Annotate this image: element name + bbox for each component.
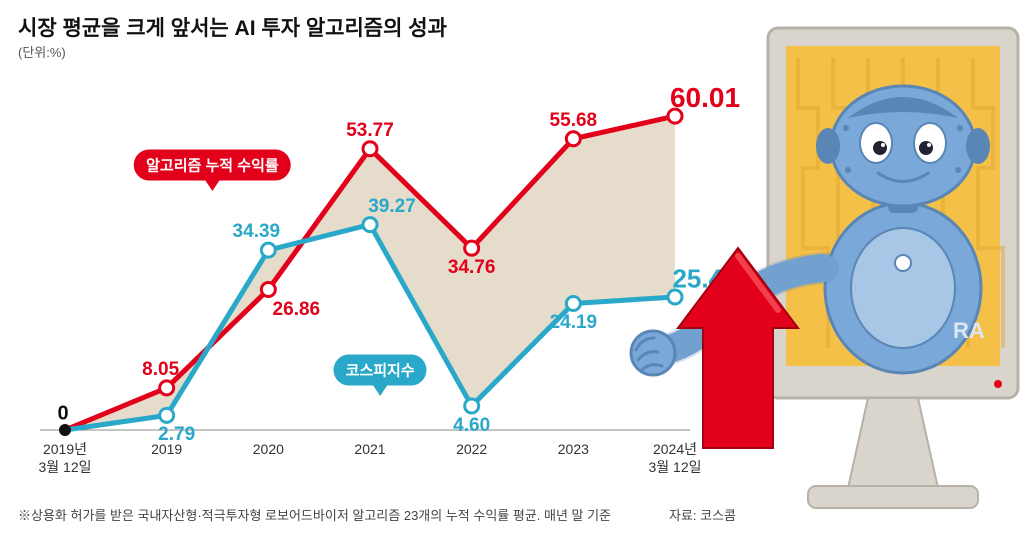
x-axis-label: 2020 <box>253 440 284 458</box>
data-label: 26.86 <box>273 299 321 321</box>
x-axis-label: 2022 <box>456 440 487 458</box>
data-label: 39.27 <box>368 196 416 218</box>
data-label: 55.68 <box>550 110 598 132</box>
data-label: 34.76 <box>448 257 496 279</box>
x-axis-label: 2021 <box>354 440 385 458</box>
data-label: 34.39 <box>233 221 281 243</box>
x-axis-label: 2024년 3월 12일 <box>648 440 701 476</box>
svg-text:RA: RA <box>953 318 985 343</box>
data-label: 24.19 <box>550 312 598 334</box>
chart-unit: (단위:%) <box>18 42 66 61</box>
data-label: 53.77 <box>346 120 394 142</box>
robot-illustration: RA <box>708 18 1028 518</box>
footnote: ※상용화 허가를 받은 국내자산형·적극투자형 로보어드바이저 알고리즘 23개… <box>18 505 611 524</box>
data-label: 4.60 <box>453 415 490 437</box>
line-chart: 2019년 3월 12일201920202021202220232024년 3월… <box>20 60 700 460</box>
data-label: 8.05 <box>142 359 179 381</box>
x-axis-label: 2023 <box>558 440 589 458</box>
x-axis-label: 2019년 3월 12일 <box>38 440 91 476</box>
zero-label: 0 <box>57 403 68 426</box>
series-badge: 코스피지수 <box>334 355 427 386</box>
data-label: 2.79 <box>158 424 195 446</box>
series-badge: 알고리즘 누적 수익률 <box>134 150 291 181</box>
chart-title: 시장 평균을 크게 앞서는 AI 투자 알고리즘의 성과 <box>18 12 447 42</box>
robot-svg: RA <box>708 18 1028 518</box>
